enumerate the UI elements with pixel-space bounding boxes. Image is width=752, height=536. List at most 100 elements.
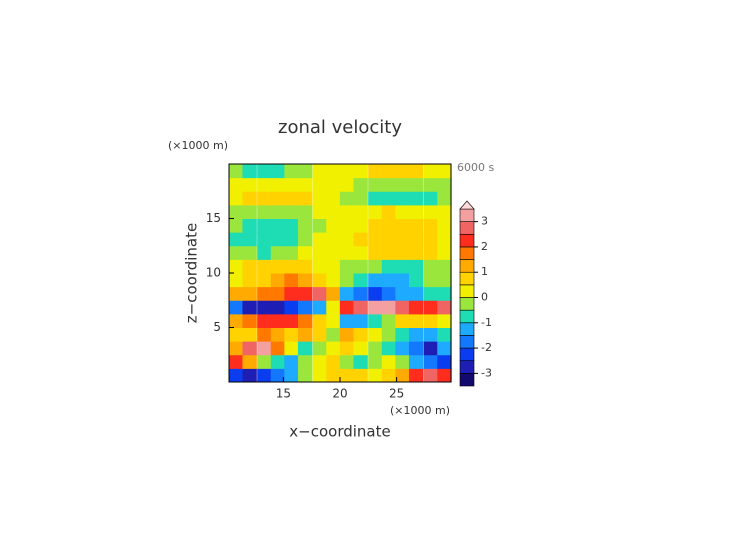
field-cell (381, 164, 397, 179)
field-cell (395, 273, 410, 288)
colorbar-band (459, 271, 475, 286)
field-cell (257, 368, 272, 383)
field-cell (242, 300, 257, 315)
field-cell (423, 191, 439, 206)
field-cell (284, 300, 299, 315)
field-cell (381, 327, 397, 342)
field-cell (270, 191, 286, 206)
field-cell (381, 341, 397, 356)
field-cell (270, 300, 286, 315)
field-cell (242, 313, 257, 328)
field-cell (395, 313, 410, 328)
field-cell (228, 341, 244, 356)
field-cell (326, 286, 341, 301)
field-cell (228, 327, 244, 342)
field-cell (437, 177, 452, 192)
field-cell (242, 191, 257, 206)
field-cell (228, 273, 244, 288)
time-label: 6000 s (457, 161, 494, 174)
field-cell (242, 354, 257, 369)
field-cell (297, 286, 313, 301)
field-cell (437, 191, 452, 206)
field-cell (312, 313, 328, 328)
colorbar-band (459, 246, 475, 260)
colorbar-tick-label: 3 (481, 215, 488, 228)
field-cell (297, 232, 313, 247)
field-cell (437, 204, 452, 219)
colorbar-tick-label: -3 (481, 366, 492, 379)
field-cell (242, 245, 257, 260)
colorbar-band (459, 297, 475, 311)
field-cell (270, 286, 286, 301)
field-cell (242, 273, 257, 288)
field-cell (228, 245, 244, 260)
field-cell (228, 164, 244, 179)
y-tick-label: 10 (206, 266, 221, 280)
field-cell (228, 204, 244, 219)
field-cell (297, 164, 313, 179)
field-cell (408, 191, 424, 206)
field-cell (423, 368, 439, 383)
field-cell (423, 232, 439, 247)
field-cell (395, 300, 410, 315)
field-cell (381, 313, 397, 328)
field-cell (297, 245, 313, 260)
field-cell (395, 245, 410, 260)
field-cell (228, 259, 244, 274)
field-cell (284, 259, 299, 274)
field-cell (242, 177, 257, 192)
field-cell (270, 341, 286, 356)
colorbar-tick-label: 0 (481, 291, 488, 304)
field-cell (395, 327, 410, 342)
field-cell (408, 273, 424, 288)
field-cell (326, 313, 341, 328)
field-cell (423, 177, 439, 192)
field-cell (257, 259, 272, 274)
field-cell (408, 204, 424, 219)
field-cell (284, 341, 299, 356)
field-cell (381, 177, 397, 192)
field-cell (326, 177, 341, 192)
field-cell (408, 245, 424, 260)
field-cell (228, 177, 244, 192)
field-cell (339, 354, 355, 369)
field-cell (297, 341, 313, 356)
field-cell (353, 232, 368, 247)
field-cell (326, 368, 341, 383)
field-cell (368, 191, 383, 206)
field-cell (368, 313, 383, 328)
field-cell (437, 327, 452, 342)
field-cell (326, 327, 341, 342)
field-cell (353, 164, 368, 179)
field (228, 164, 452, 383)
field-cell (228, 191, 244, 206)
field-cell (339, 218, 355, 233)
field-cell (257, 286, 272, 301)
field-cell (437, 273, 452, 288)
field-cell (437, 232, 452, 247)
field-cell (228, 313, 244, 328)
field-cell (423, 313, 439, 328)
field-cell (423, 218, 439, 233)
field-cell (368, 204, 383, 219)
field-cell (339, 191, 355, 206)
field-cell (423, 204, 439, 219)
field-cell (257, 177, 272, 192)
field-cell (326, 273, 341, 288)
field-cell (270, 232, 286, 247)
field-cell (353, 245, 368, 260)
field-cell (242, 204, 257, 219)
field-cell (228, 218, 244, 233)
field-cell (284, 313, 299, 328)
field-cell (408, 164, 424, 179)
field-cell (353, 354, 368, 369)
field-cell (381, 259, 397, 274)
field-cell (339, 232, 355, 247)
field-cell (408, 341, 424, 356)
colorbar-tick-label: 1 (481, 265, 488, 278)
colorbar-band (459, 208, 475, 222)
field-cell (297, 327, 313, 342)
field-cell (408, 259, 424, 274)
field-cell (228, 232, 244, 247)
field-cell (339, 164, 355, 179)
